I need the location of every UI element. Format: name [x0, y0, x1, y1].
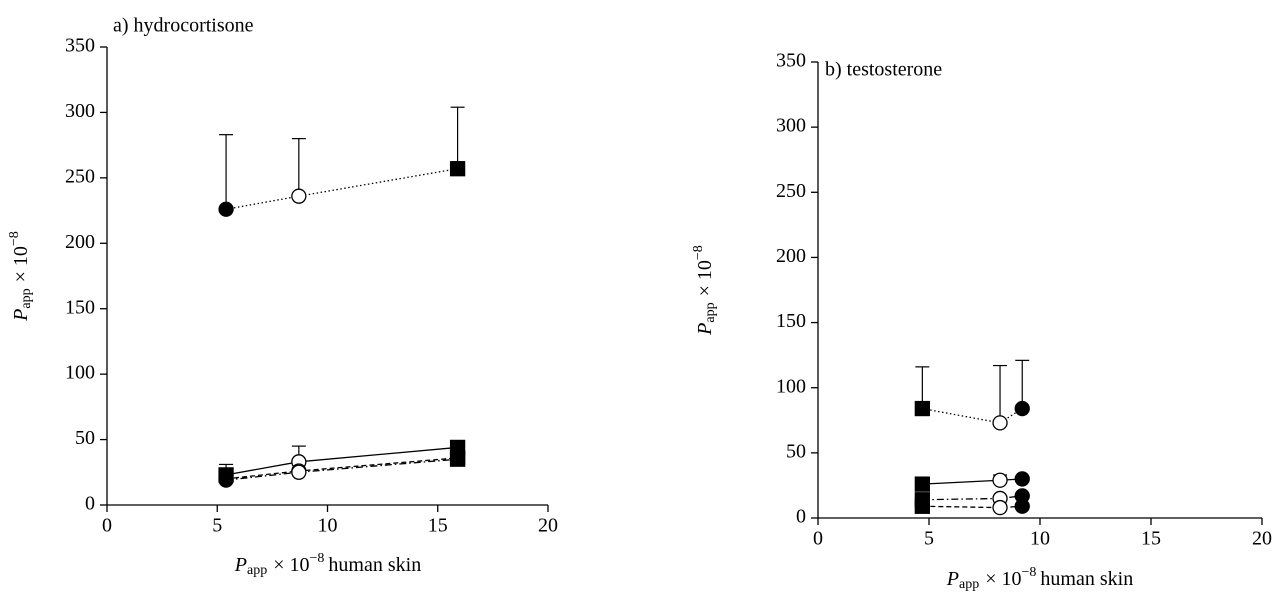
x-tick-label: 5 — [924, 528, 934, 550]
marker — [449, 161, 466, 177]
error-bar — [219, 134, 234, 210]
chart-title: b) testosterone — [825, 59, 942, 81]
y-tick-label: 200 — [776, 245, 806, 267]
x-tick-label: 0 — [813, 528, 823, 550]
x-axis-label-part: app — [247, 563, 267, 578]
x-axis-label-part: human skin — [1040, 568, 1133, 590]
x-axis-label-part: human skin — [328, 554, 421, 576]
marker — [1014, 471, 1030, 487]
y-tick-label: 200 — [65, 231, 95, 253]
x-tick-label: 5 — [212, 515, 222, 537]
series-line — [225, 168, 458, 210]
x-tick-label: 20 — [538, 515, 558, 537]
y-tick-label: 150 — [776, 310, 806, 332]
y-tick-label: 0 — [796, 506, 806, 528]
y-axis-label-part: P — [10, 309, 32, 322]
y-tick-label: 300 — [65, 100, 95, 122]
error-bar — [1015, 359, 1030, 409]
series-line — [226, 458, 458, 481]
error-bar — [450, 106, 465, 169]
x-axis-label-part: −8 — [1022, 565, 1037, 580]
panel: b) testosterone 0 50 100 150 200 250 300 350 0 5 10… — [691, 50, 1272, 592]
marker — [992, 499, 1008, 516]
chart-title: a) hydrocortisone — [113, 15, 254, 37]
x-tick-label: 10 — [318, 515, 338, 537]
marker — [1014, 400, 1030, 417]
panel: a) hydrocortisone 0 50 100 150 200 250 300 350 0 5… — [7, 15, 558, 579]
y-tick-label: 100 — [776, 375, 806, 397]
y-axis-label-part: app — [19, 288, 34, 308]
x-axis-label-part: P — [946, 568, 959, 590]
y-axis-label-part: app — [703, 302, 718, 322]
x-axis-label-part: P — [234, 554, 247, 576]
x-tick-label: 10 — [1030, 528, 1050, 550]
y-tick-label: 150 — [65, 296, 95, 318]
y-tick-label: 100 — [65, 362, 95, 384]
y-tick-label: 250 — [65, 165, 95, 187]
marker — [291, 464, 307, 480]
marker — [992, 472, 1008, 488]
error-bar — [993, 364, 1008, 423]
y-tick-label: 250 — [776, 180, 806, 202]
marker — [992, 415, 1008, 431]
marker — [1014, 498, 1030, 514]
y-axis-label-part: −8 — [7, 231, 22, 246]
x-tick-label: 15 — [428, 515, 448, 537]
y-tick-label: 0 — [85, 493, 95, 515]
y-axis-label-part: × 10 — [10, 246, 32, 282]
y-tick-label: 350 — [776, 50, 806, 72]
series-line — [225, 446, 458, 476]
y-tick-label: 350 — [65, 35, 95, 57]
x-axis-label: Papp × 10−8 human skin — [234, 551, 421, 578]
x-tick-label: 20 — [1252, 528, 1272, 550]
x-axis-label-part: app — [959, 577, 979, 592]
marker — [914, 400, 930, 417]
x-axis-label: Papp × 10−8 human skin — [946, 565, 1133, 592]
x-axis-label-part: × 10 — [273, 554, 309, 576]
y-axis-label-part: × 10 — [694, 260, 716, 296]
x-axis-label-part: × 10 — [985, 568, 1021, 590]
marker — [914, 498, 930, 514]
y-axis-label-part: −8 — [691, 245, 706, 260]
x-tick-label: 15 — [1141, 528, 1161, 550]
x-axis-label-part: −8 — [310, 551, 325, 566]
marker — [914, 476, 930, 492]
y-tick-label: 300 — [776, 115, 806, 137]
x-tick-label: 0 — [102, 515, 112, 537]
y-tick-label: 50 — [75, 427, 95, 449]
y-axis-label: Papp × 10−8 — [691, 245, 718, 336]
y-axis-label-part: P — [694, 323, 716, 336]
marker — [291, 188, 307, 204]
y-axis-label: Papp × 10−8 — [7, 231, 34, 322]
error-bar — [291, 138, 306, 197]
marker — [449, 451, 466, 467]
marker — [218, 472, 234, 488]
marker — [218, 201, 234, 217]
y-tick-label: 50 — [786, 440, 806, 462]
series-line — [922, 407, 1023, 424]
